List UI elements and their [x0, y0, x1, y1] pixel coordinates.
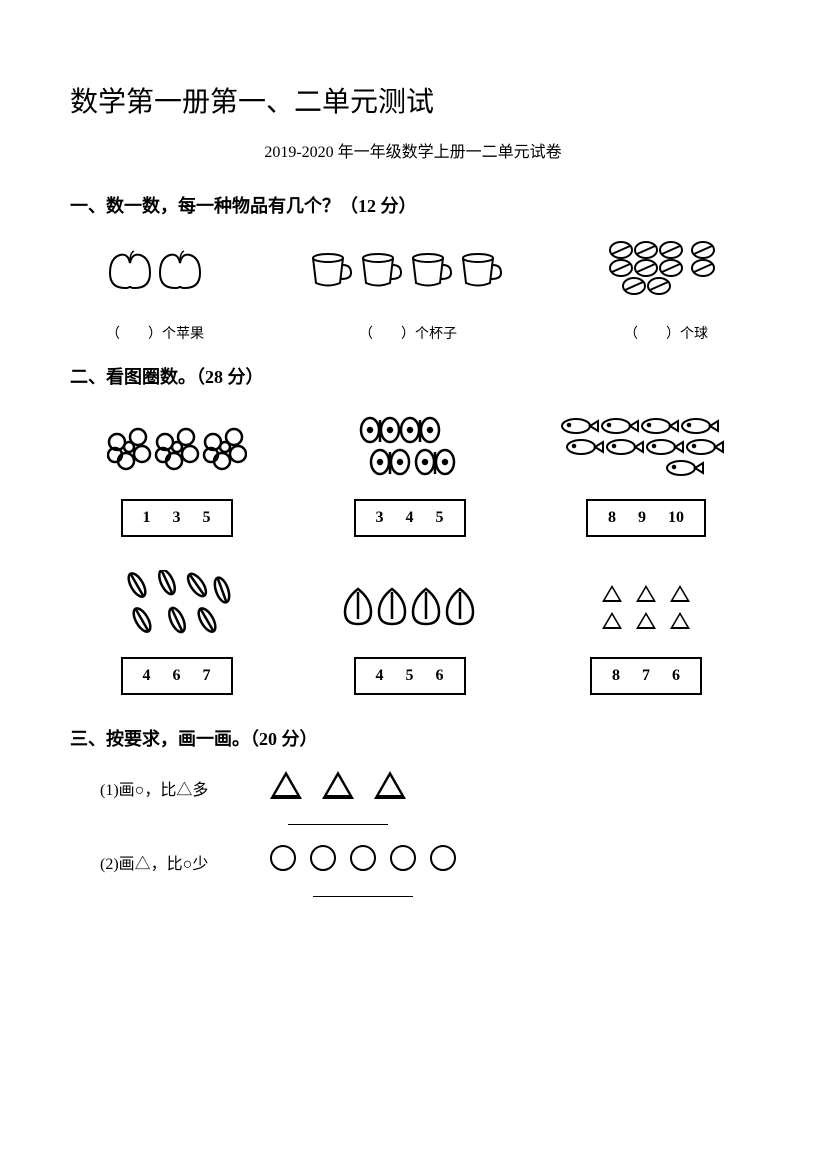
q1-label-balls: （ ）个球	[624, 323, 708, 343]
option: 4	[376, 667, 384, 685]
q1-item-cups: （ ）个杯子	[308, 238, 508, 343]
option: 6	[173, 667, 181, 685]
q3-instruction-2: (2)画△，比○少	[100, 845, 270, 874]
q2-options: 3 4 5	[354, 499, 466, 537]
apple-icon	[100, 238, 210, 298]
q3-header: 三、按要求，画一画。（20 分）	[70, 725, 756, 751]
q2-item-butterflies: 3 4 5	[323, 409, 496, 537]
q2-options: 8 9 10	[586, 499, 706, 537]
option: 8	[612, 667, 620, 685]
q1-row: （ ）个苹果 （ ）个杯子	[70, 238, 756, 343]
option: 6	[436, 667, 444, 685]
option: 3	[173, 509, 181, 527]
q2-grid: 1 3 5 3 4 5	[70, 409, 756, 695]
peach-icon	[340, 567, 480, 647]
option: 7	[642, 667, 650, 685]
q2-item-triangles: 8 7 6	[556, 567, 736, 695]
answer-line	[313, 896, 413, 897]
triangle-shapes	[270, 771, 406, 799]
butterfly-icon	[350, 409, 470, 489]
q2-header: 二、看图圈数。（28 分）	[70, 363, 756, 389]
q3-row-2: (2)画△，比○少	[70, 845, 756, 897]
q1-label-cups: （ ）个杯子	[359, 323, 457, 343]
option: 5	[406, 667, 414, 685]
q3-instruction-1: (1)画○，比△多	[100, 771, 270, 800]
page-subtitle: 2019-2020 年一年级数学上册一二单元试卷	[70, 138, 756, 162]
q2-item-fish: 8 9 10	[556, 409, 736, 537]
q2-item-flowers: 1 3 5	[90, 409, 263, 537]
option: 5	[436, 509, 444, 527]
ball-icon	[606, 238, 726, 298]
q1-header: 一、数一数，每一种物品有几个？（12 分）	[70, 192, 756, 218]
q2-options: 4 6 7	[121, 657, 233, 695]
option: 9	[638, 509, 646, 527]
q2-item-leaves: 4 6 7	[90, 567, 263, 695]
fish-icon	[556, 409, 736, 489]
flower-icon	[107, 409, 247, 489]
triangle-icon	[602, 567, 690, 647]
option: 3	[376, 509, 384, 527]
option: 7	[203, 667, 211, 685]
q2-options: 1 3 5	[121, 499, 233, 537]
q1-item-apples: （ ）个苹果	[100, 238, 210, 343]
q2-options: 4 5 6	[354, 657, 466, 695]
option: 6	[672, 667, 680, 685]
q2-options: 8 7 6	[590, 657, 702, 695]
q2-item-peaches: 4 5 6	[323, 567, 496, 695]
q3-row-1: (1)画○，比△多	[70, 771, 756, 825]
page-title: 数学第一册第一、二单元测试	[70, 80, 756, 120]
option: 4	[406, 509, 414, 527]
leaf-icon	[112, 567, 242, 647]
circle-shapes	[270, 845, 456, 871]
option: 10	[668, 509, 684, 527]
answer-line	[288, 824, 388, 825]
q1-label-apples: （ ）个苹果	[106, 323, 204, 343]
option: 8	[608, 509, 616, 527]
cup-icon	[308, 238, 508, 298]
q1-item-balls: （ ）个球	[606, 238, 726, 343]
option: 5	[203, 509, 211, 527]
option: 4	[143, 667, 151, 685]
option: 1	[143, 509, 151, 527]
